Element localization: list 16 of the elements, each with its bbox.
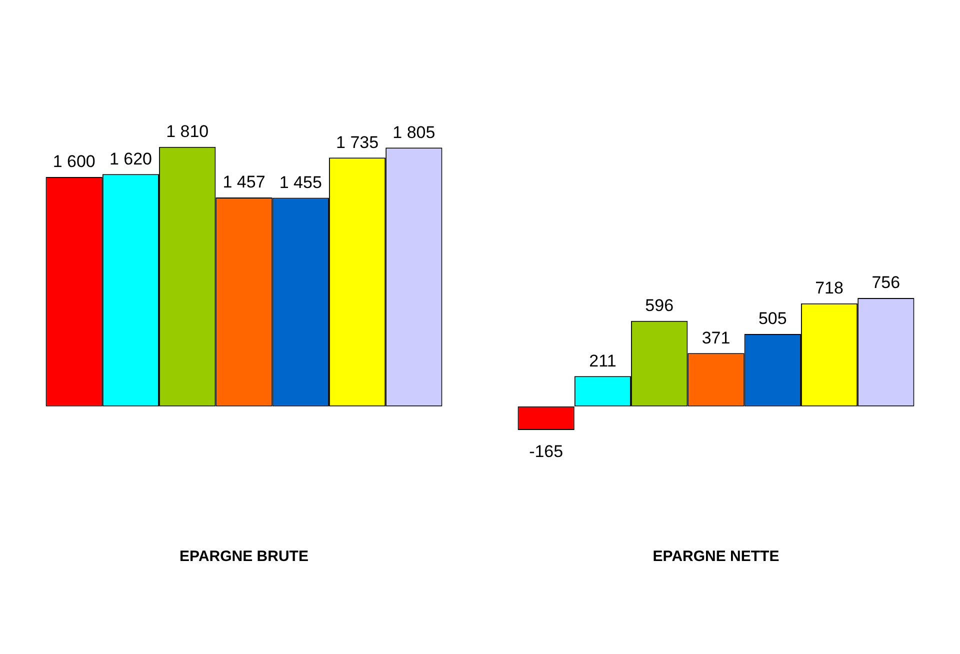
- data-label: 756: [872, 273, 900, 292]
- x-tick-label: EPARGNE NETTE: [652, 548, 780, 566]
- data-label: 1 620: [109, 149, 152, 168]
- data-label: 596: [645, 296, 674, 316]
- data-label: -165: [529, 442, 564, 462]
- data-label: 1 600: [52, 152, 96, 172]
- data-label: 1 735: [336, 132, 379, 152]
- x-tick-label: EPARGNE BRUTE: [180, 548, 308, 566]
- data-label: 1 455: [279, 172, 322, 192]
- data-label: 211: [589, 351, 616, 370]
- data-label: 1 457: [222, 172, 266, 192]
- data-label: 371: [702, 328, 730, 348]
- data-label: 1 810: [166, 122, 209, 142]
- data-label: 505: [758, 309, 787, 328]
- data-label: 1 805: [392, 122, 436, 142]
- data-label: 718: [815, 278, 844, 298]
